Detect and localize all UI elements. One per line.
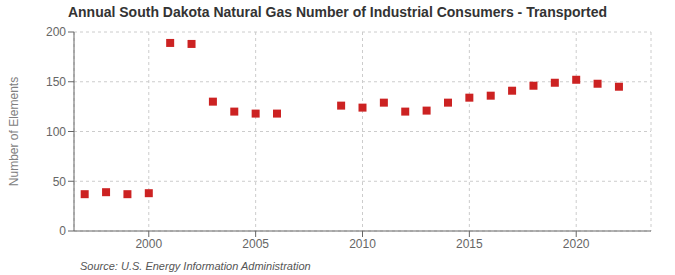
html-text:Source: U.S. Energy Informatio: Source: U.S. Energy Information Administ…	[80, 260, 311, 272]
svg-text:2020: 2020	[563, 237, 590, 251]
svg-text:0: 0	[59, 224, 66, 238]
svg-text:2015: 2015	[456, 237, 483, 251]
svg-text:200: 200	[46, 25, 66, 39]
svg-text:100: 100	[46, 125, 66, 139]
svg-text:2000: 2000	[135, 237, 162, 251]
svg-text:2005: 2005	[242, 237, 269, 251]
svg-text:2010: 2010	[349, 237, 376, 251]
svg-text:50: 50	[53, 175, 67, 189]
svg-text:Number of Elements: Number of Elements	[8, 77, 21, 186]
html-text:Annual South Dakota Natural Ga: Annual South Dakota Natural Gas Number o…	[68, 4, 607, 20]
svg-text:150: 150	[46, 75, 66, 89]
